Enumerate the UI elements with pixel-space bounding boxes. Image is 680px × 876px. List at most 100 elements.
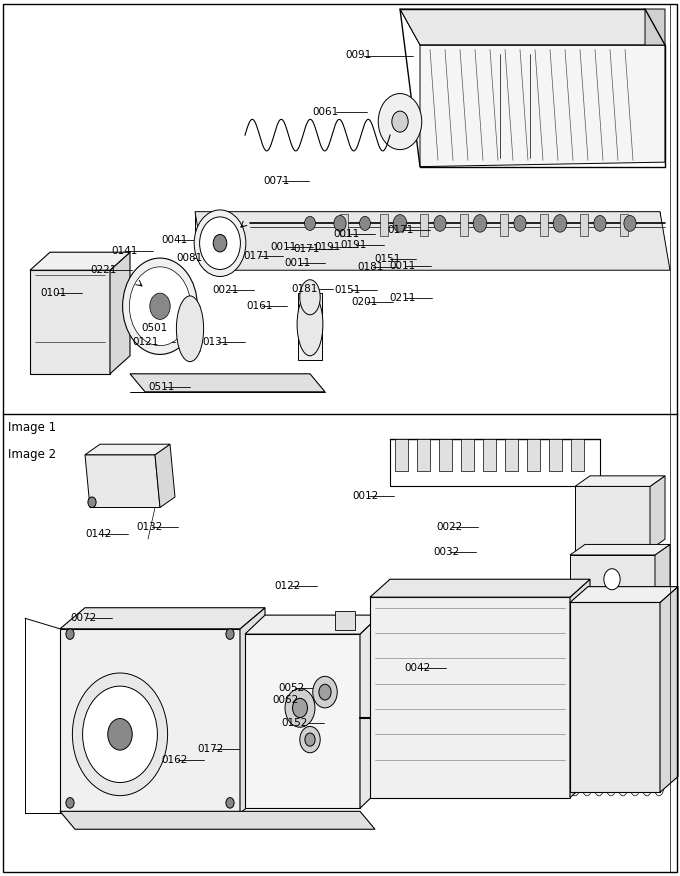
- Polygon shape: [620, 215, 628, 236]
- Text: 0072: 0072: [70, 613, 97, 624]
- Polygon shape: [245, 615, 380, 634]
- Text: 0501: 0501: [141, 322, 168, 333]
- Polygon shape: [298, 293, 322, 360]
- Polygon shape: [420, 215, 428, 236]
- Polygon shape: [195, 212, 670, 270]
- Polygon shape: [395, 439, 408, 470]
- Polygon shape: [655, 544, 670, 618]
- Text: 0191: 0191: [314, 242, 341, 252]
- Text: 0221: 0221: [90, 265, 117, 275]
- Circle shape: [200, 217, 241, 270]
- Text: 0041: 0041: [162, 235, 188, 245]
- Polygon shape: [580, 215, 588, 236]
- Polygon shape: [549, 439, 562, 470]
- Polygon shape: [461, 439, 474, 470]
- Polygon shape: [130, 374, 325, 392]
- Circle shape: [554, 215, 567, 232]
- Polygon shape: [570, 603, 660, 792]
- Circle shape: [226, 798, 234, 809]
- Circle shape: [473, 215, 487, 232]
- Polygon shape: [240, 608, 265, 814]
- Text: 0171: 0171: [388, 224, 414, 235]
- Text: 0021: 0021: [213, 285, 239, 295]
- Text: Image 2: Image 2: [8, 448, 56, 461]
- Text: 0011: 0011: [333, 229, 360, 239]
- Circle shape: [82, 686, 157, 782]
- Polygon shape: [417, 439, 430, 470]
- Text: 0171: 0171: [293, 244, 320, 254]
- Polygon shape: [439, 439, 452, 470]
- Polygon shape: [335, 611, 355, 630]
- Circle shape: [334, 215, 346, 231]
- Polygon shape: [500, 215, 508, 236]
- Text: 0032: 0032: [434, 547, 460, 557]
- Circle shape: [392, 111, 408, 132]
- Ellipse shape: [297, 293, 323, 356]
- Circle shape: [305, 216, 316, 230]
- Circle shape: [514, 215, 526, 231]
- Circle shape: [66, 798, 74, 809]
- Polygon shape: [505, 439, 518, 470]
- Text: 0011: 0011: [389, 261, 415, 272]
- Polygon shape: [360, 615, 380, 809]
- Circle shape: [107, 718, 132, 750]
- Polygon shape: [195, 212, 660, 234]
- Polygon shape: [660, 587, 678, 792]
- Text: 0141: 0141: [112, 246, 138, 257]
- Text: 0172: 0172: [197, 744, 224, 754]
- Circle shape: [214, 235, 227, 252]
- Polygon shape: [575, 486, 650, 550]
- Polygon shape: [571, 439, 584, 470]
- Text: 0131: 0131: [202, 336, 228, 347]
- Text: 0121: 0121: [133, 336, 159, 347]
- Text: 0022: 0022: [436, 522, 462, 533]
- Text: 0052: 0052: [279, 682, 305, 693]
- Text: 0042: 0042: [404, 662, 430, 673]
- Circle shape: [72, 673, 167, 795]
- Polygon shape: [110, 252, 130, 374]
- Text: 0151: 0151: [374, 254, 401, 265]
- Text: 0161: 0161: [246, 300, 273, 311]
- Text: 0162: 0162: [162, 755, 188, 766]
- Polygon shape: [420, 45, 665, 166]
- Polygon shape: [340, 215, 348, 236]
- Circle shape: [129, 267, 190, 346]
- Text: 0091: 0091: [345, 50, 372, 60]
- Circle shape: [393, 215, 407, 232]
- Polygon shape: [650, 476, 665, 550]
- Text: 0191: 0191: [340, 240, 367, 251]
- Polygon shape: [370, 579, 590, 597]
- Circle shape: [378, 94, 422, 150]
- Polygon shape: [570, 544, 670, 555]
- Text: 0181: 0181: [291, 284, 318, 294]
- Ellipse shape: [300, 279, 320, 314]
- Circle shape: [88, 497, 96, 507]
- Polygon shape: [380, 215, 388, 236]
- Polygon shape: [30, 270, 110, 374]
- Polygon shape: [527, 439, 540, 470]
- Polygon shape: [575, 476, 665, 486]
- Polygon shape: [460, 215, 468, 236]
- Polygon shape: [30, 252, 130, 270]
- Polygon shape: [60, 811, 375, 830]
- Circle shape: [150, 293, 170, 320]
- Polygon shape: [60, 629, 240, 814]
- Circle shape: [624, 215, 636, 231]
- Circle shape: [292, 698, 307, 717]
- Circle shape: [313, 676, 337, 708]
- Text: 0181: 0181: [357, 262, 384, 272]
- Text: 0011: 0011: [270, 242, 296, 252]
- Polygon shape: [85, 444, 170, 455]
- Polygon shape: [645, 9, 665, 162]
- Text: 0012: 0012: [352, 491, 379, 501]
- Text: 0142: 0142: [86, 529, 112, 540]
- Text: 0171: 0171: [243, 251, 270, 261]
- Text: 0511: 0511: [148, 382, 175, 392]
- Text: 0201: 0201: [351, 297, 377, 307]
- Circle shape: [122, 258, 197, 355]
- Polygon shape: [370, 597, 570, 798]
- Text: 0132: 0132: [136, 522, 163, 533]
- Text: 0151: 0151: [335, 285, 361, 295]
- Polygon shape: [60, 608, 265, 629]
- Circle shape: [594, 215, 606, 231]
